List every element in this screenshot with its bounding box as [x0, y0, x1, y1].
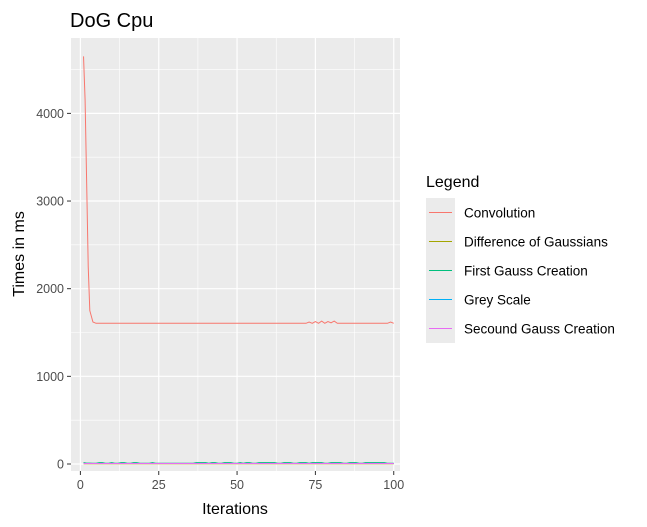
- legend-label: Convolution: [464, 206, 535, 221]
- y-axis-title: Times in ms: [11, 211, 28, 297]
- legend-label: Secound Gauss Creation: [464, 322, 615, 337]
- major-gridlines: [71, 38, 400, 471]
- x-axis-title: Iterations: [202, 501, 268, 518]
- series-lines: [83, 56, 394, 465]
- x-tick-label: 100: [383, 478, 404, 492]
- x-tick-label: 75: [308, 478, 322, 492]
- x-tick-label: 25: [152, 478, 166, 492]
- y-tick-label: 2000: [36, 282, 64, 296]
- legend-label: Difference of Gaussians: [464, 235, 608, 250]
- y-tick-label: 3000: [36, 195, 64, 209]
- x-tick-label: 50: [230, 478, 244, 492]
- plot-panel: [71, 38, 400, 471]
- series-line-convolution: [83, 56, 394, 324]
- legend: Legend Convolution Difference of Gaussian…: [426, 174, 615, 343]
- x-axis: 0 25 50 75 100: [77, 471, 404, 492]
- y-tick-label: 0: [57, 457, 64, 471]
- legend-label: Grey Scale: [464, 293, 531, 308]
- y-tick-label: 4000: [36, 107, 64, 121]
- y-tick-label: 1000: [36, 370, 64, 384]
- legend-title: Legend: [426, 174, 479, 191]
- y-axis: 0 1000 2000 3000 4000: [36, 107, 71, 471]
- chart-title: DoG Cpu: [70, 10, 153, 32]
- minor-gridlines: [71, 38, 400, 471]
- legend-label: First Gauss Creation: [464, 264, 588, 279]
- x-tick-label: 0: [77, 478, 84, 492]
